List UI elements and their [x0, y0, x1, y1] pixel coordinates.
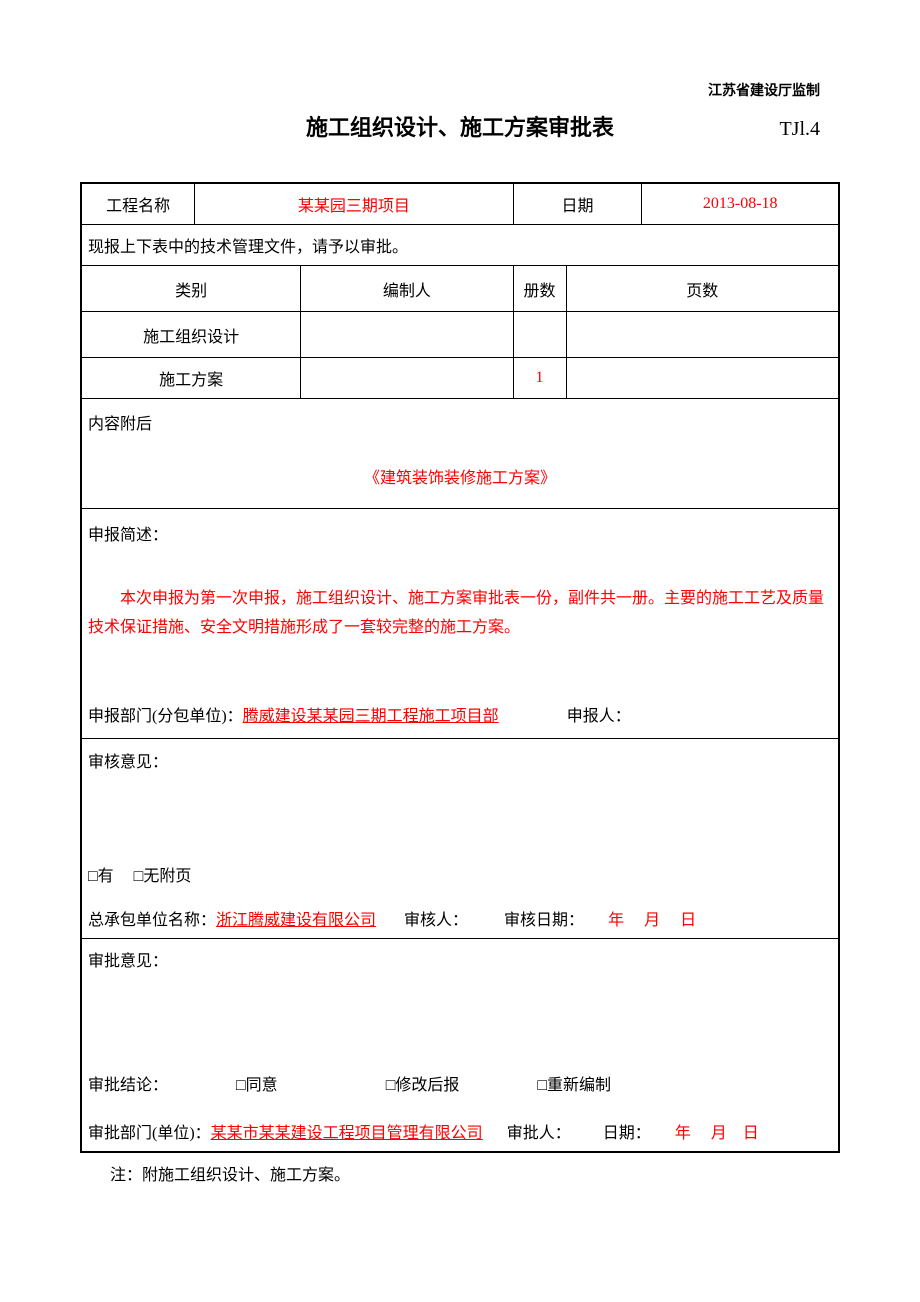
supervisor-label: 江苏省建设厅监制	[80, 80, 840, 100]
project-row: 工程名称 某某园三期项目 日期 2013-08-18	[81, 183, 839, 225]
date-label: 日期	[513, 183, 642, 225]
approve-date-label: 日期：	[603, 1125, 651, 1142]
cell-editor	[301, 312, 513, 358]
opt-revise: □修改后报	[386, 1077, 460, 1094]
conclusion-label: 审批结论：	[88, 1077, 168, 1094]
cell-category: 施工方案	[81, 358, 301, 399]
date-value: 2013-08-18	[642, 183, 839, 225]
cell-pages	[566, 312, 839, 358]
form-code: TJl.4	[740, 118, 820, 141]
attach-yes: □有	[88, 868, 114, 885]
approve-month: 月	[711, 1125, 727, 1142]
approval-form-table: 工程名称 某某园三期项目 日期 2013-08-18 现报上下表中的技术管理文件…	[80, 182, 840, 1153]
col-copies: 册数	[513, 266, 566, 312]
brief-dept-value: 腾威建设某某园三期工程施工项目部	[243, 708, 499, 725]
brief-row: 申报简述： 本次申报为第一次申报，施工组织设计、施工方案审批表一份，副件共一册。…	[81, 509, 839, 739]
table-header-row: 类别 编制人 册数 页数	[81, 266, 839, 312]
approve-label: 审批意见：	[88, 947, 832, 971]
approve-dept-label: 审批部门(单位)：	[88, 1125, 211, 1142]
reviewer-label: 审核人：	[404, 912, 468, 929]
brief-dept-line: 申报部门(分包单位)：腾威建设某某园三期工程施工项目部 申报人：	[88, 702, 832, 726]
instruction-text: 现报上下表中的技术管理文件，请予以审批。	[81, 225, 839, 266]
attach-line: □有 □无附页	[88, 862, 832, 886]
approve-year: 年	[675, 1125, 691, 1142]
cell-category: 施工组织设计	[81, 312, 301, 358]
approve-day: 日	[743, 1125, 759, 1142]
approve-bottom-line: 审批部门(单位)：某某市某某建设工程项目管理有限公司 审批人： 日期： 年 月 …	[88, 1119, 832, 1143]
brief-reporter-label: 申报人：	[567, 708, 631, 725]
content-label: 内容附后	[88, 410, 832, 434]
footer-note: 注：附施工组织设计、施工方案。	[80, 1161, 840, 1185]
review-row: 审核意见： □有 □无附页 总承包单位名称：浙江腾威建设有限公司 审核人： 审核…	[81, 739, 839, 939]
review-bottom-line: 总承包单位名称：浙江腾威建设有限公司 审核人： 审核日期： 年 月 日	[88, 906, 832, 930]
approve-row: 审批意见： 审批结论： □同意 □修改后报 □重新编制 审批部门(单位)：某某市…	[81, 939, 839, 1153]
col-pages: 页数	[566, 266, 839, 312]
attach-no: □无附页	[134, 868, 192, 885]
col-category: 类别	[81, 266, 301, 312]
title-row: 施工组织设计、施工方案审批表 TJl.4	[80, 110, 840, 142]
brief-dept-label: 申报部门(分包单位)：	[88, 708, 243, 725]
cell-editor	[301, 358, 513, 399]
cell-copies	[513, 312, 566, 358]
content-row: 内容附后 《建筑装饰装修施工方案》	[81, 399, 839, 509]
review-date-label: 审核日期：	[504, 912, 584, 929]
col-editor: 编制人	[301, 266, 513, 312]
contractor-label: 总承包单位名称：	[88, 912, 216, 929]
conclusion-line: 审批结论： □同意 □修改后报 □重新编制	[88, 1071, 832, 1095]
content-doc-title: 《建筑装饰装修施工方案》	[88, 464, 832, 488]
instruction-row: 现报上下表中的技术管理文件，请予以审批。	[81, 225, 839, 266]
table-row: 施工方案 1	[81, 358, 839, 399]
project-label: 工程名称	[81, 183, 195, 225]
review-year: 年	[608, 912, 624, 929]
page-title: 施工组织设计、施工方案审批表	[100, 110, 740, 142]
contractor-value: 浙江腾威建设有限公司	[216, 912, 376, 929]
table-row: 施工组织设计	[81, 312, 839, 358]
cell-pages	[566, 358, 839, 399]
approver-label: 审批人：	[507, 1125, 571, 1142]
brief-label: 申报简述：	[88, 521, 832, 545]
review-month: 月	[644, 912, 660, 929]
project-value: 某某园三期项目	[195, 183, 513, 225]
review-day: 日	[680, 912, 696, 929]
review-label: 审核意见：	[88, 748, 832, 772]
approve-dept-value: 某某市某某建设工程项目管理有限公司	[211, 1125, 483, 1142]
brief-body: 本次申报为第一次申报，施工组织设计、施工方案审批表一份，副件共一册。主要的施工工…	[88, 585, 832, 643]
opt-agree: □同意	[236, 1077, 278, 1094]
cell-copies: 1	[513, 358, 566, 399]
opt-redo: □重新编制	[537, 1077, 611, 1094]
